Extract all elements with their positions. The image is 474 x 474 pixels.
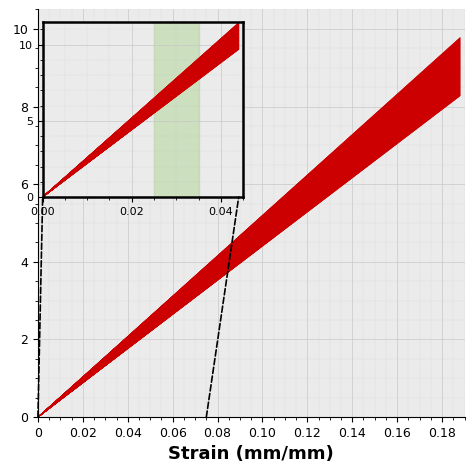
Bar bbox=[154, 22, 199, 197]
X-axis label: Strain (mm/mm): Strain (mm/mm) bbox=[168, 446, 334, 464]
